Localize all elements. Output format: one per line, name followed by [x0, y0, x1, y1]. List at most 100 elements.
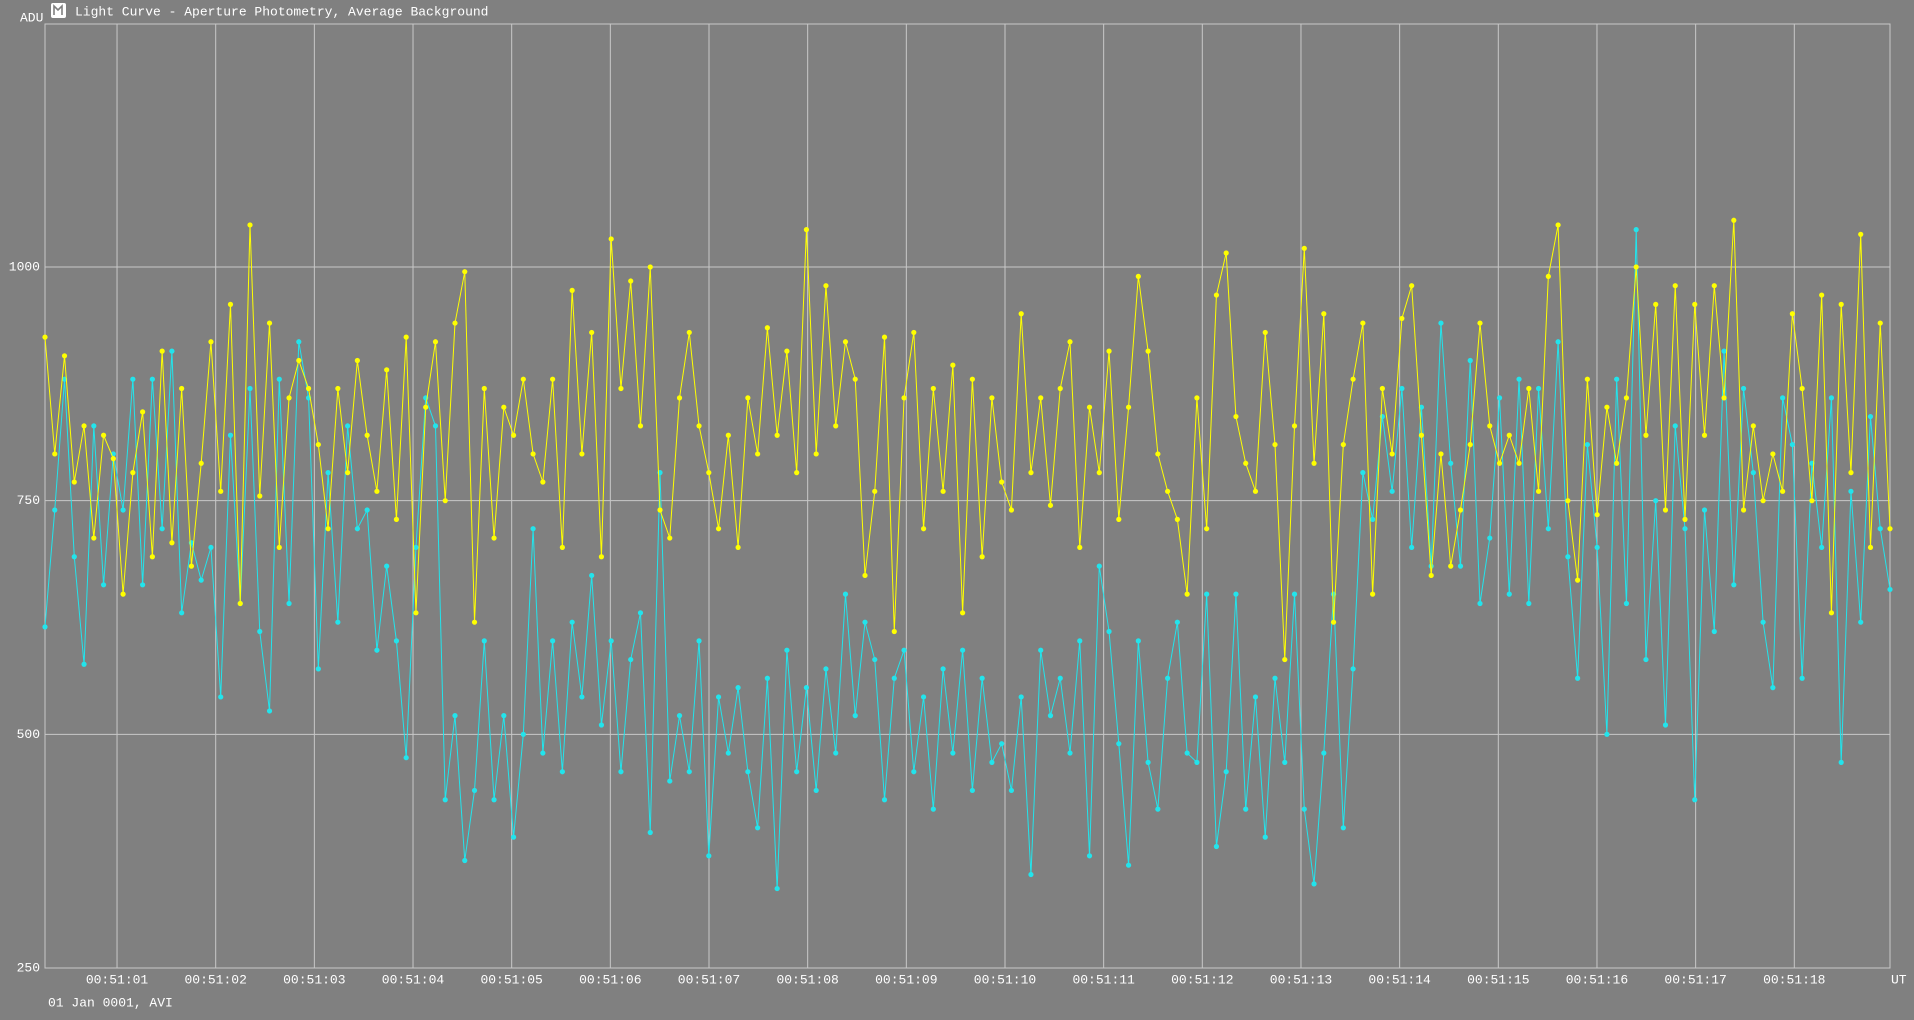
data-point [208, 339, 214, 345]
data-point [999, 479, 1005, 485]
data-point [1740, 385, 1747, 392]
data-point [257, 628, 263, 635]
data-point [1858, 619, 1864, 625]
data-point [179, 385, 185, 392]
data-point [462, 857, 468, 864]
data-point [823, 283, 829, 289]
data-point [130, 376, 136, 382]
data-point [960, 610, 966, 616]
data-point [1877, 320, 1883, 326]
data-point [833, 423, 839, 429]
data-point [1077, 544, 1083, 551]
data-point [1789, 441, 1795, 448]
data-point [1740, 507, 1747, 513]
data-point [598, 554, 605, 560]
data-point [1770, 451, 1776, 457]
series [42, 217, 1893, 663]
annotation: 01 Jan 0001, AVI [48, 995, 173, 1010]
data-point [1086, 404, 1093, 410]
data-point [481, 638, 487, 644]
data-point [110, 456, 116, 462]
data-point [305, 385, 312, 392]
data-point [1819, 544, 1825, 551]
data-point [501, 713, 507, 719]
data-point [403, 755, 409, 761]
data-point [1223, 769, 1229, 775]
data-point [218, 694, 224, 700]
data-point [1477, 320, 1483, 326]
data-point [491, 535, 497, 541]
data-point [1018, 311, 1024, 317]
data-point [920, 694, 927, 700]
data-point [862, 619, 868, 625]
data-point [325, 526, 331, 532]
data-point [1780, 395, 1786, 401]
data-point [1604, 731, 1610, 737]
data-point [1643, 656, 1649, 663]
data-point [842, 339, 849, 345]
data-point [1848, 488, 1854, 494]
data-point [803, 685, 810, 691]
data-point [159, 526, 165, 532]
data-point [384, 367, 390, 373]
data-point [423, 404, 429, 410]
data-point [1457, 563, 1464, 569]
data-point [1057, 385, 1063, 392]
data-point [130, 470, 136, 476]
data-point [1174, 516, 1180, 522]
data-point [266, 320, 273, 326]
x-tick-label: 00:51:06 [579, 972, 641, 987]
data-point [1399, 315, 1405, 322]
data-point [579, 694, 585, 700]
data-point [1672, 423, 1678, 429]
data-point [1867, 544, 1874, 551]
data-point [755, 825, 761, 831]
data-point [1213, 292, 1220, 298]
data-point [940, 666, 946, 672]
data-point [1545, 273, 1551, 279]
data-point [198, 577, 204, 583]
data-point [1165, 488, 1171, 494]
data-point [442, 498, 448, 504]
data-point [696, 638, 702, 644]
data-point [1721, 395, 1727, 401]
data-point [1535, 385, 1542, 392]
data-point [1379, 385, 1385, 392]
data-point [1165, 675, 1171, 681]
data-point [91, 535, 97, 541]
data-point [169, 540, 175, 546]
data-point [520, 376, 526, 382]
data-point [1340, 441, 1346, 448]
data-point [686, 769, 692, 775]
x-tick-label: 00:51:02 [184, 972, 246, 987]
data-point [364, 432, 370, 438]
data-point [227, 432, 234, 438]
data-point [530, 526, 536, 532]
data-point [1487, 535, 1493, 541]
data-point [589, 329, 595, 336]
data-point [1614, 460, 1620, 466]
data-point [842, 591, 849, 597]
data-point [569, 287, 575, 293]
data-point [1116, 516, 1122, 522]
data-point [247, 385, 253, 392]
data-point [1584, 376, 1590, 382]
data-point [1360, 470, 1366, 476]
data-point [618, 385, 624, 392]
data-point [1145, 348, 1151, 354]
x-tick-label: 00:51:10 [974, 972, 1036, 987]
data-point [52, 451, 58, 457]
data-point [1867, 413, 1874, 420]
data-point [1125, 404, 1132, 410]
data-point [1809, 498, 1815, 504]
data-point [1282, 759, 1288, 765]
data-point [247, 222, 253, 228]
data-point [1213, 843, 1220, 850]
x-tick-label: 00:51:13 [1270, 972, 1332, 987]
x-tick-label: 00:51:16 [1566, 972, 1628, 987]
data-point [1086, 853, 1093, 859]
data-point [1067, 339, 1073, 345]
data-point [1662, 507, 1669, 513]
data-point [1506, 432, 1512, 438]
